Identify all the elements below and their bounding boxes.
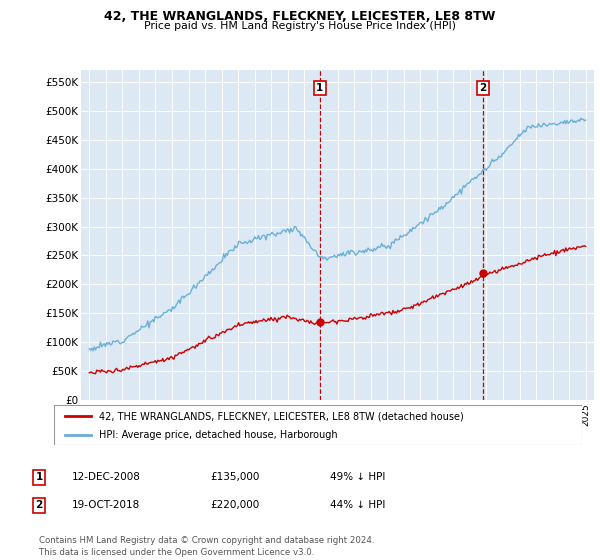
Text: 44% ↓ HPI: 44% ↓ HPI: [330, 500, 385, 510]
Text: HPI: Average price, detached house, Harborough: HPI: Average price, detached house, Harb…: [99, 430, 338, 440]
Text: Contains HM Land Registry data © Crown copyright and database right 2024.
This d: Contains HM Land Registry data © Crown c…: [39, 536, 374, 557]
Text: 49% ↓ HPI: 49% ↓ HPI: [330, 472, 385, 482]
Text: 1: 1: [316, 83, 323, 93]
Text: 2: 2: [479, 83, 487, 93]
Text: 42, THE WRANGLANDS, FLECKNEY, LEICESTER, LE8 8TW: 42, THE WRANGLANDS, FLECKNEY, LEICESTER,…: [104, 10, 496, 22]
Text: 19-OCT-2018: 19-OCT-2018: [72, 500, 140, 510]
Text: 42, THE WRANGLANDS, FLECKNEY, LEICESTER, LE8 8TW (detached house): 42, THE WRANGLANDS, FLECKNEY, LEICESTER,…: [99, 411, 464, 421]
Text: £220,000: £220,000: [210, 500, 259, 510]
Text: 2: 2: [35, 500, 43, 510]
Text: Price paid vs. HM Land Registry's House Price Index (HPI): Price paid vs. HM Land Registry's House …: [144, 21, 456, 31]
Text: £135,000: £135,000: [210, 472, 259, 482]
Text: 12-DEC-2008: 12-DEC-2008: [72, 472, 141, 482]
Text: 1: 1: [35, 472, 43, 482]
